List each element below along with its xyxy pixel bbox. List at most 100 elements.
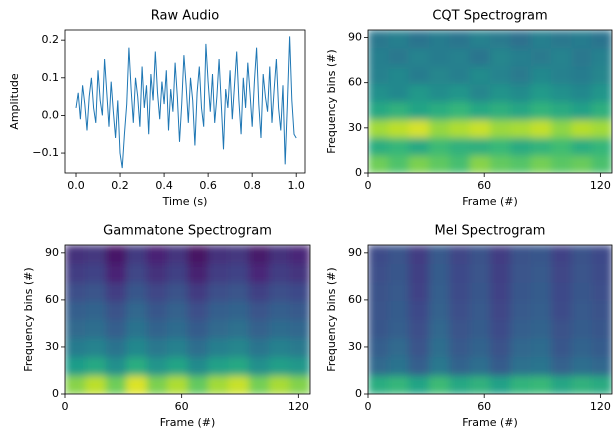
heatmap-cell: [530, 65, 552, 85]
heatmap-cell: [65, 375, 86, 394]
y-tick-label: 0: [355, 166, 362, 179]
heatmap-cell: [408, 83, 430, 102]
heatmap-cell: [146, 300, 168, 320]
heatmap-cell: [269, 356, 291, 376]
heatmap-cell: [289, 356, 310, 376]
heatmap-cell: [551, 338, 572, 358]
x-tick-label: 0: [365, 179, 372, 192]
heatmap-cell: [146, 338, 168, 358]
y-tick-label: 0: [52, 387, 59, 400]
heatmap-cell: [551, 155, 572, 173]
heatmap-cell: [368, 101, 389, 120]
heatmap-cell: [105, 282, 127, 302]
heatmap-cell: [269, 338, 291, 358]
heatmap-cell: [469, 30, 491, 49]
heatmap-cell: [490, 83, 511, 102]
heatmap-cell: [449, 101, 471, 120]
heatmap-cell: [65, 263, 86, 283]
heatmap-cell: [269, 319, 291, 339]
heatmap-cell: [368, 282, 389, 302]
heatmap-cell: [388, 47, 410, 67]
heatmap-cell: [65, 300, 86, 320]
heatmap-cell: [449, 338, 471, 358]
heatmap-cell: [126, 375, 148, 394]
y-tick-label: 60: [45, 293, 59, 306]
heatmap-cell: [187, 356, 209, 376]
heatmap-cell: [429, 319, 450, 339]
x-axis-label: Frame (#): [462, 195, 518, 208]
heatmap-cell: [571, 119, 593, 138]
heatmap-cell: [571, 155, 593, 173]
heatmap-cell: [269, 263, 291, 283]
heatmap-cell: [469, 83, 491, 102]
heatmap-cell: [408, 263, 430, 283]
heatmap-cell: [591, 119, 612, 138]
heatmap-cell: [530, 47, 552, 67]
heatmap-cell: [167, 245, 188, 265]
heatmap-cell: [289, 245, 310, 265]
heatmap-cell: [388, 375, 410, 394]
heatmap-cell: [248, 319, 270, 339]
heatmap-cell: [591, 155, 612, 173]
heatmap-cell: [469, 65, 491, 85]
heatmap-cell: [408, 30, 430, 49]
heatmap-cell: [248, 356, 270, 376]
heatmap-cell: [388, 356, 410, 376]
heatmap-cell: [490, 338, 511, 358]
marks: [368, 245, 612, 394]
heatmap-cell: [187, 282, 209, 302]
heatmap-cell: [85, 375, 107, 394]
heatmap-cell: [591, 83, 612, 102]
heatmap-cell: [85, 245, 107, 265]
heatmap-cell: [388, 245, 410, 265]
chart-title: Raw Audio: [151, 9, 219, 24]
heatmap-cell: [490, 47, 511, 67]
heatmap-cell: [408, 137, 430, 156]
heatmap-cell: [85, 263, 107, 283]
heatmap-cell: [289, 282, 310, 302]
heatmap-cell: [126, 245, 148, 265]
x-tick-label: 120: [590, 400, 611, 413]
heatmap-cell: [449, 245, 471, 265]
heatmap-cell: [510, 83, 532, 102]
heatmap-cell: [289, 319, 310, 339]
heatmap-cell: [126, 319, 148, 339]
chart-title: CQT Spectrogram: [432, 9, 547, 24]
heatmap-cell: [388, 30, 410, 49]
x-tick-label: 0: [365, 400, 372, 413]
heatmap-cell: [228, 245, 250, 265]
heatmap-cell: [85, 300, 107, 320]
waveform: [75, 36, 297, 169]
x-axis-label: Frame (#): [462, 416, 518, 429]
heatmap-cell: [408, 338, 430, 358]
y-tick-label: 0.2: [42, 33, 60, 46]
heatmap-cell: [571, 83, 593, 102]
heatmap-cell: [530, 155, 552, 173]
heatmap-cell: [228, 300, 250, 320]
heatmap-cell: [368, 375, 389, 394]
y-tick-label: 30: [348, 340, 362, 353]
heatmap-cell: [408, 245, 430, 265]
heatmap-cell: [187, 245, 209, 265]
heatmap-cell: [146, 282, 168, 302]
heatmap-cell: [429, 338, 450, 358]
heatmap-cell: [207, 338, 229, 358]
heatmap-cell: [388, 319, 410, 339]
heatmap-cell: [408, 319, 430, 339]
heatmap-cell: [490, 137, 511, 156]
heatmap-cell: [530, 83, 552, 102]
heatmap-cell: [571, 65, 593, 85]
heatmap-cell: [490, 282, 511, 302]
heatmap-cell: [408, 300, 430, 320]
heatmap-cell: [449, 119, 471, 138]
heatmap-cell: [368, 245, 389, 265]
heatmap-cell: [490, 65, 511, 85]
heatmap-cell: [551, 263, 572, 283]
axes-frame: [367, 29, 613, 174]
heatmap-cell: [368, 263, 389, 283]
heatmap-cell: [228, 338, 250, 358]
heatmap-cell: [591, 338, 612, 358]
heatmap-cell: [510, 282, 532, 302]
heatmap-cell: [510, 338, 532, 358]
